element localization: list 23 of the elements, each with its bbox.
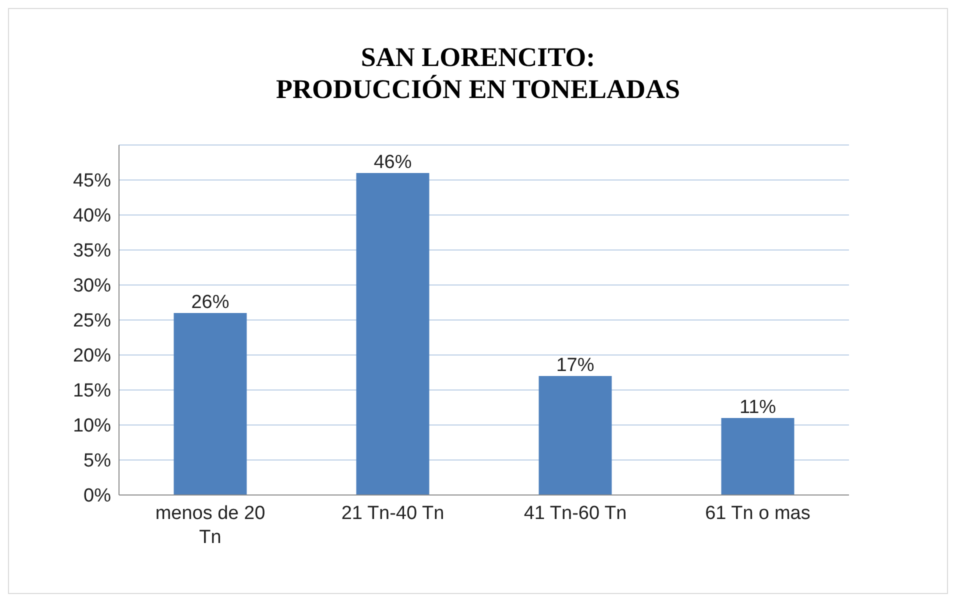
x-tick-label: 61 Tn o mas: [705, 503, 810, 524]
bar: [538, 376, 612, 495]
y-tick-label: 20%: [72, 346, 112, 367]
y-tick-label: 15%: [72, 380, 112, 402]
y-tick-label: 0%: [84, 486, 112, 507]
bar: [356, 173, 430, 495]
x-tick-label: 41 Tn-60 Tn: [524, 503, 627, 524]
chart-title: SAN LORENCITO: PRODUCCIÓN EN TONELADAS: [274, 41, 682, 105]
y-tick-label: 25%: [72, 310, 112, 332]
y-tick-label: 30%: [72, 276, 112, 297]
y-tick-label: 35%: [72, 240, 112, 262]
data-label: 46%: [374, 152, 412, 173]
x-tick-label: menos de 20 Tn: [155, 503, 266, 548]
bar: [721, 418, 794, 495]
y-tick-label: 40%: [72, 206, 112, 227]
bar: [174, 313, 247, 495]
data-label: 26%: [191, 292, 230, 313]
data-label: 11%: [739, 397, 776, 418]
y-tick-label: 10%: [72, 416, 112, 437]
x-tick-label: 21 Tn-40 Tn: [341, 503, 444, 524]
y-tick-label: 45%: [72, 170, 112, 192]
data-label: 17%: [556, 355, 594, 376]
y-tick-label: 5%: [84, 450, 112, 472]
